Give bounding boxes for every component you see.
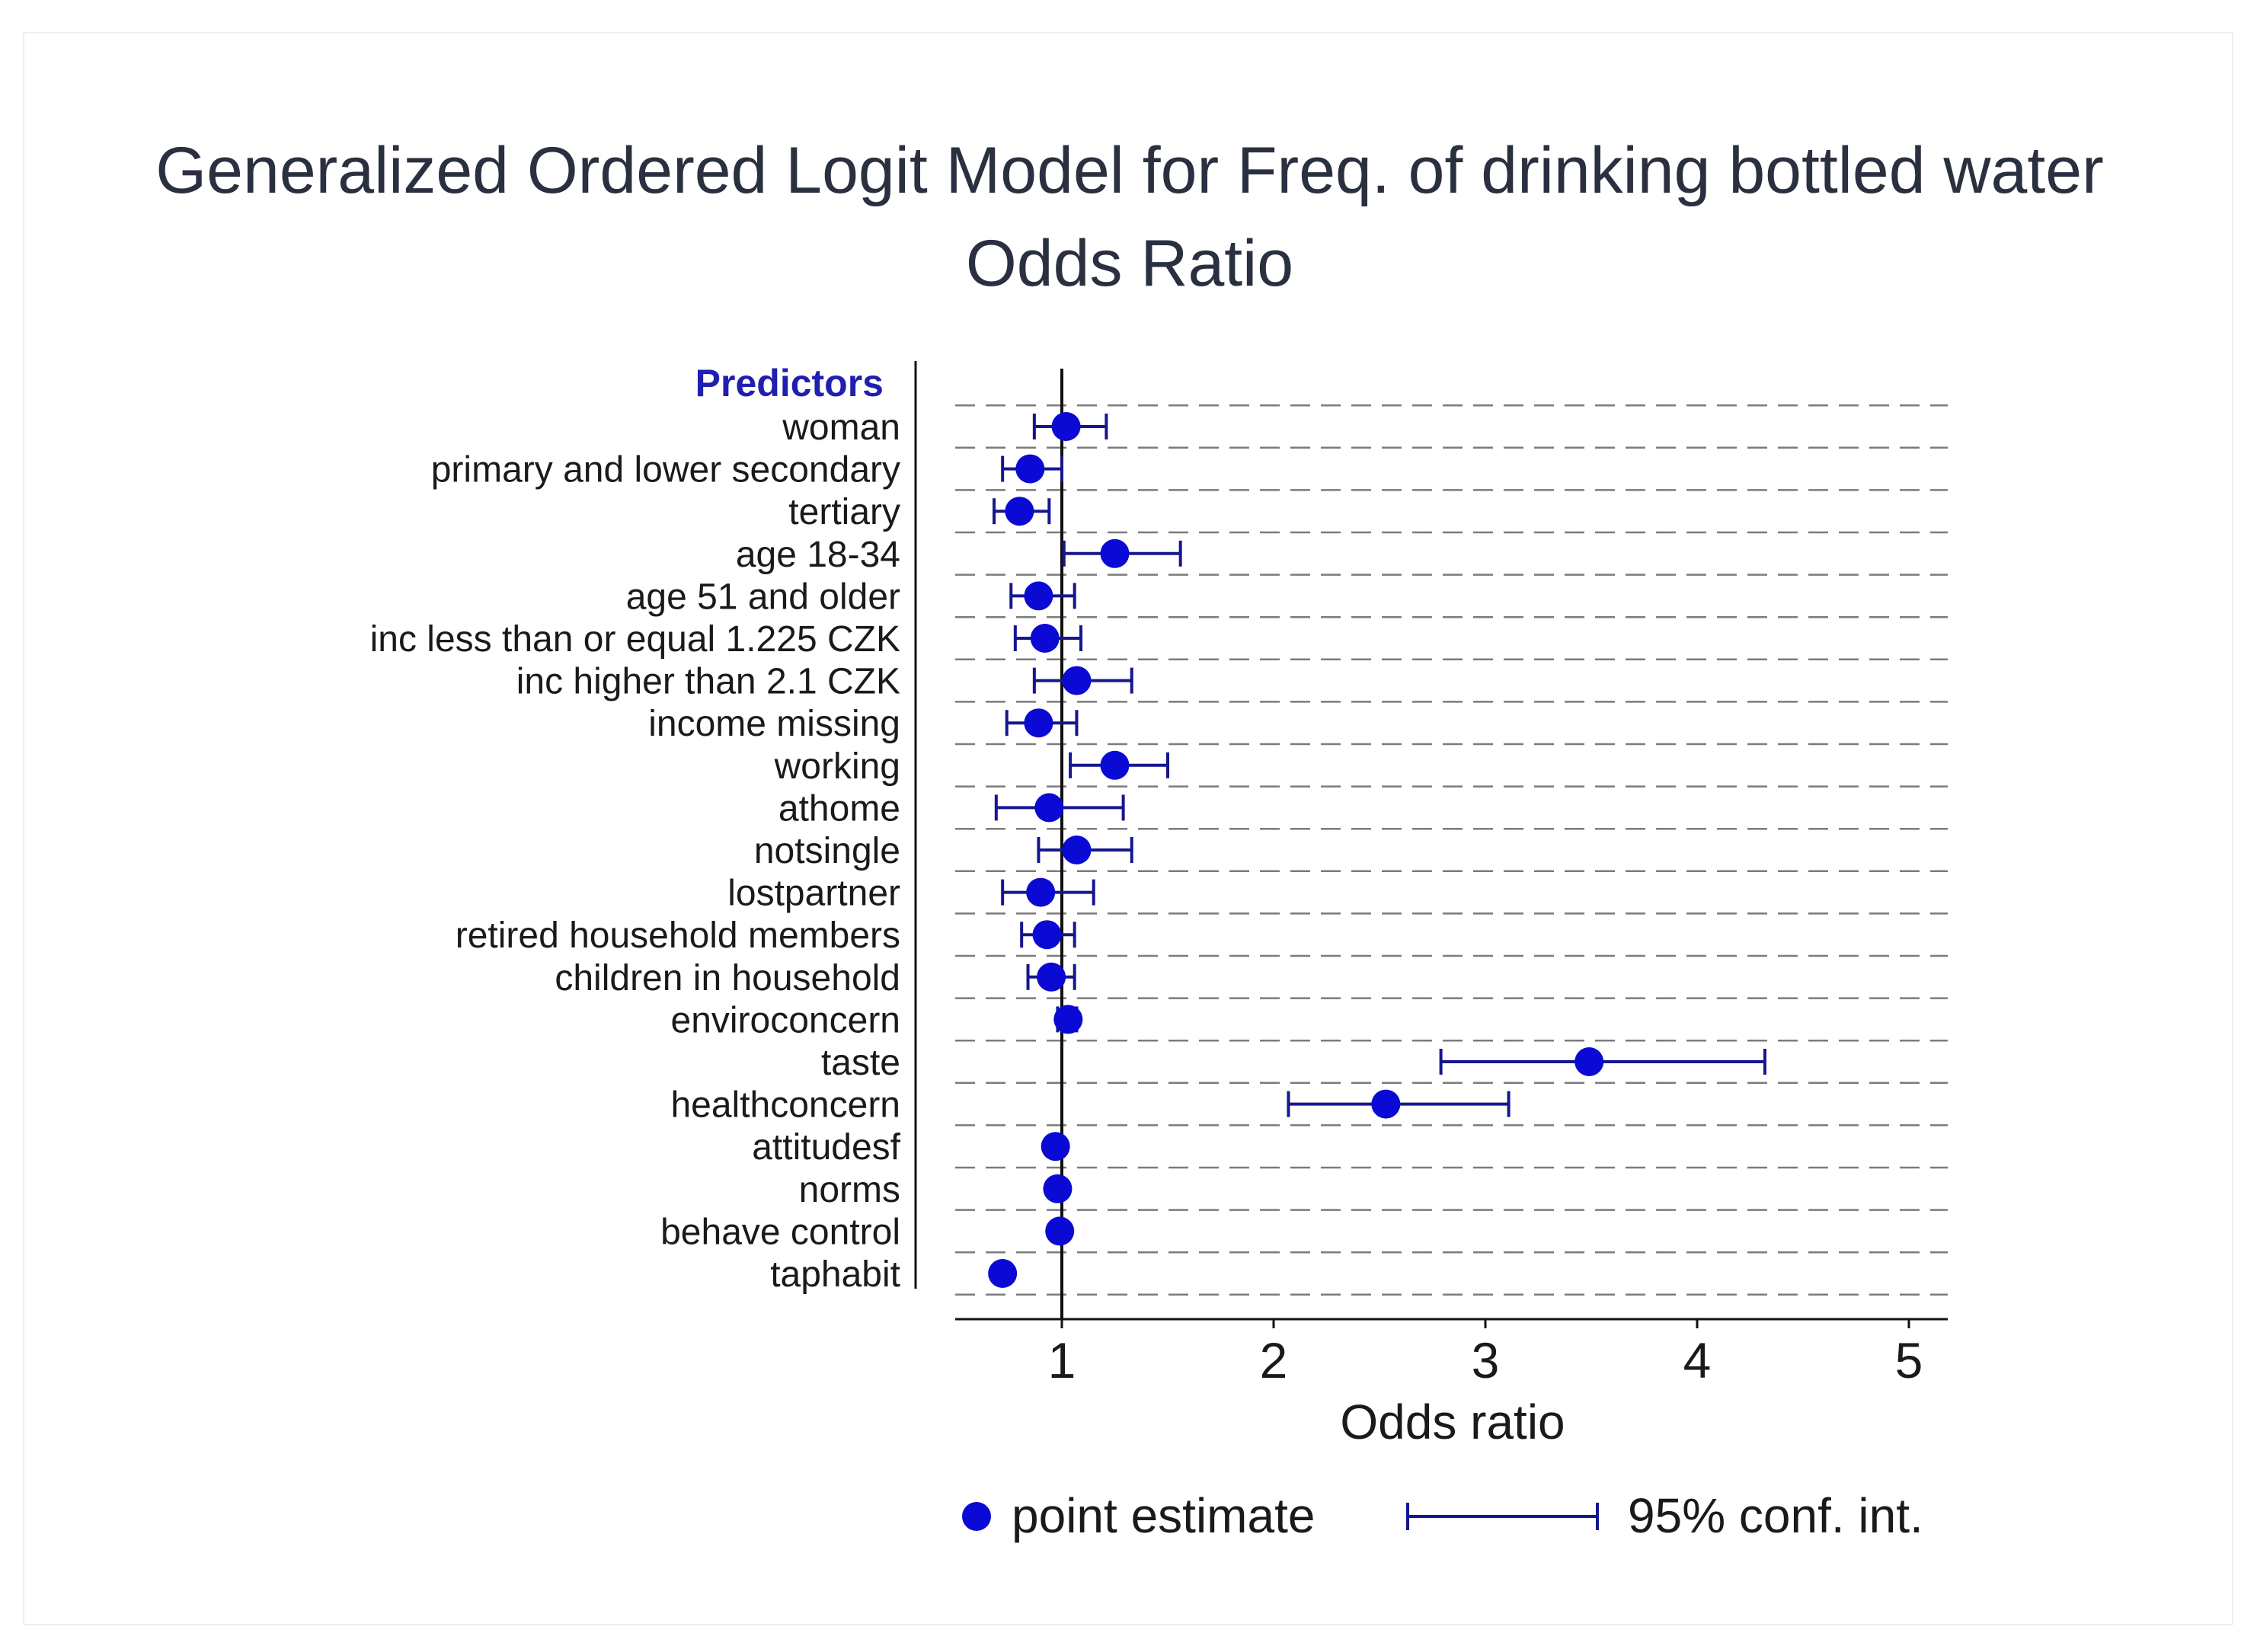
point-estimate — [1024, 581, 1053, 611]
point-estimate — [1024, 708, 1053, 738]
point-estimate — [1062, 836, 1092, 864]
title-line-2: Odds Ratio — [966, 227, 1293, 300]
row-label: income missing — [648, 704, 900, 744]
point-estimate — [1053, 1005, 1083, 1034]
forest-plot-chart: Generalized Ordered Logit Model for Freq… — [155, 134, 2103, 1543]
legend-point-label: point estimate — [1012, 1488, 1315, 1543]
x-tick-label: 1 — [1048, 1332, 1076, 1388]
legend-interval-label: 95% conf. int. — [1628, 1488, 1923, 1543]
row-label: retired household members — [456, 915, 900, 956]
point-estimate — [1574, 1047, 1604, 1076]
point-estimate — [1045, 1216, 1075, 1246]
row-label: taphabit — [770, 1254, 900, 1295]
row-label: notsingle — [754, 831, 900, 871]
legend: point estimate 95% conf. int. — [962, 1488, 1923, 1543]
row-label: woman — [782, 407, 900, 448]
point-estimate — [1371, 1089, 1401, 1119]
row-label: working — [774, 746, 900, 787]
x-tick-label: 5 — [1895, 1332, 1923, 1388]
point-estimate — [1030, 624, 1060, 653]
row-label: attitudesf — [752, 1127, 900, 1168]
x-tick-label: 4 — [1683, 1332, 1712, 1388]
point-estimate — [1062, 666, 1092, 695]
grid-lines — [955, 404, 1948, 1296]
row-label: children in household — [555, 958, 900, 999]
point-estimate — [1100, 538, 1130, 568]
chart-title: Generalized Ordered Logit Model for Freq… — [155, 134, 2103, 300]
row-label: enviroconcern — [671, 1000, 901, 1040]
row-label: norms — [799, 1170, 900, 1210]
point-estimate — [1041, 1132, 1070, 1162]
row-label: inc less than or equal 1.225 CZK — [370, 619, 900, 660]
row-label: lostpartner — [727, 874, 900, 914]
row-label: healthconcern — [670, 1085, 900, 1126]
point-estimate — [1037, 962, 1066, 992]
row-label: behave control — [660, 1212, 900, 1252]
x-tick-label: 3 — [1472, 1332, 1500, 1388]
x-axis-title: Odds ratio — [1340, 1395, 1565, 1449]
axes — [914, 361, 1948, 1321]
title-line-1: Generalized Ordered Logit Model for Freq… — [155, 134, 2103, 207]
chart-frame: Generalized Ordered Logit Model for Freq… — [23, 32, 2233, 1625]
point-estimate — [1051, 412, 1081, 441]
point-estimate — [1100, 750, 1130, 780]
point-estimate — [1005, 497, 1034, 526]
y-header: Predictors — [695, 362, 884, 404]
legend-point-symbol — [962, 1502, 991, 1531]
point-estimate — [1043, 1174, 1073, 1203]
point-estimate — [988, 1259, 1018, 1288]
x-axis-ticks: 1 2 3 4 5 Odds ratio — [1048, 1319, 1923, 1449]
x-tick-label: 2 — [1260, 1332, 1288, 1388]
point-estimate — [1032, 920, 1062, 950]
row-label: tertiary — [788, 492, 900, 532]
point-estimate — [1015, 454, 1045, 484]
row-label: inc higher than 2.1 CZK — [516, 662, 900, 702]
row-label: age 18-34 — [736, 535, 900, 575]
chart-marks — [988, 412, 1766, 1288]
row-label: taste — [821, 1043, 900, 1083]
row-label: age 51 and older — [626, 577, 900, 617]
row-label: athome — [778, 788, 900, 829]
point-estimate — [1034, 793, 1064, 823]
point-estimate — [1026, 877, 1056, 907]
row-label: primary and lower secondary — [431, 450, 900, 490]
